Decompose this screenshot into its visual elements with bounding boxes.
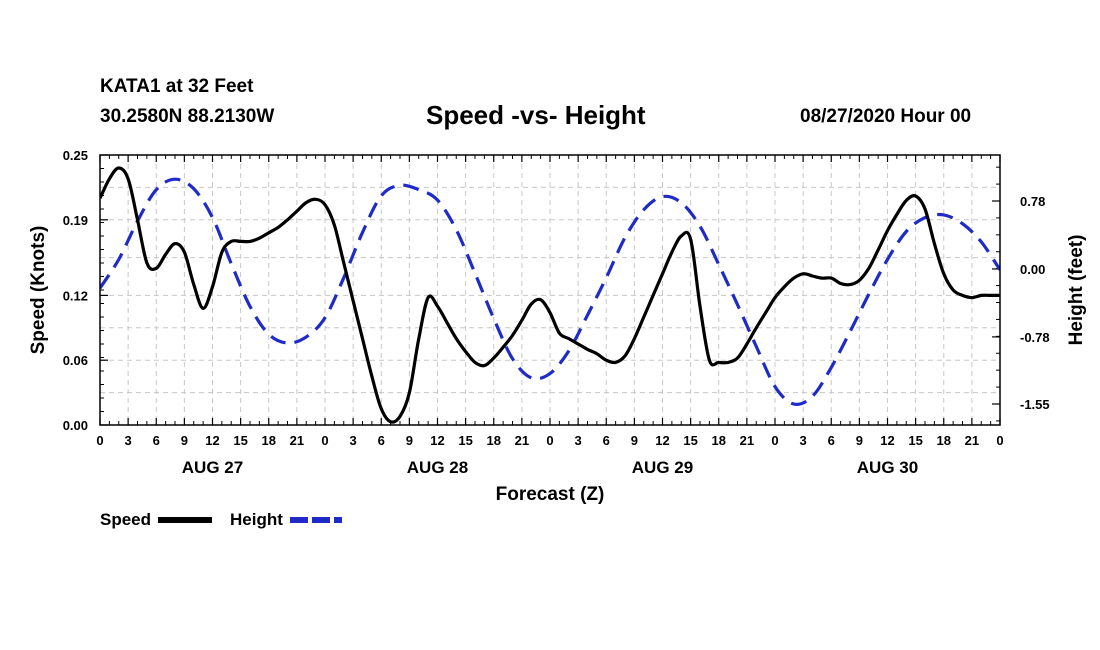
x-tick-label: 15 [233,433,247,448]
legend-label-height: Height [230,510,283,529]
plot-frame [99,154,1001,426]
x-tick-label: 0 [771,433,778,448]
x-axis-title: Forecast (Z) [496,484,605,505]
x-tick-label: 6 [153,433,160,448]
x-tick-label: 3 [350,433,357,448]
x-tick-label: 0 [96,433,103,448]
x-tick-label: 12 [655,433,669,448]
height-series-line [100,177,1000,406]
y2-tick-label: 0.78 [1020,194,1045,209]
y-tick-label: 0.06 [63,353,88,368]
x-tick-label: 12 [430,433,444,448]
x-tick-label: 0 [546,433,553,448]
x-tick-label: 18 [262,433,276,448]
x-tick-label: 15 [458,433,472,448]
tick-labels: 0 3 6 9 12 15 18 21 0 3 6 9 12 15 18 21 0 3 6 9 12 15 18 21 0 3 6 9… [63,148,1050,477]
x-tick-label: 3 [125,433,132,448]
x-tick-label: 15 [683,433,697,448]
legend-label-speed: Speed [100,510,151,529]
day-label: AUG 29 [632,458,693,477]
x-tick-label: 12 [880,433,894,448]
y2-tick-label: -0.78 [1020,330,1050,345]
day-label: AUG 30 [857,458,918,477]
x-tick-label: 15 [908,433,922,448]
x-tick-label: 21 [515,433,529,448]
x-tick-label: 18 [487,433,501,448]
x-tick-label: 6 [828,433,835,448]
x-tick-label: 6 [378,433,385,448]
x-tick-label: 18 [937,433,951,448]
x-tick-label: 21 [740,433,754,448]
series [100,166,1000,424]
y-tick-label: 0.19 [63,213,88,228]
y-tick-label: 0.00 [63,418,88,433]
x-tick-label: 3 [800,433,807,448]
y2-axis-title: Height (feet) [1066,235,1087,346]
y2-tick-label: 0.00 [1020,262,1045,277]
y2-tick-label: -1.55 [1020,397,1050,412]
x-tick-label: 9 [856,433,863,448]
y-tick-label: 0.12 [63,288,88,303]
speed-series-line [100,166,1000,424]
x-tick-label: 0 [321,433,328,448]
x-tick-label: 3 [575,433,582,448]
x-tick-label: 9 [181,433,188,448]
legend: Speed Height [100,510,342,529]
y-tick-label: 0.25 [63,148,88,163]
station-coordinates: 30.2580N 88.2130W [100,106,275,127]
x-tick-label: 21 [290,433,304,448]
x-tick-label: 0 [996,433,1003,448]
x-tick-label: 9 [406,433,413,448]
y-axis-title: Speed (Knots) [28,226,49,355]
day-label: AUG 28 [407,458,468,477]
x-tick-label: 12 [205,433,219,448]
x-tick-label: 6 [603,433,610,448]
chart-title: Speed -vs- Height [426,100,646,130]
grid [100,155,1000,425]
x-tick-label: 21 [965,433,979,448]
x-tick-label: 9 [631,433,638,448]
forecast-time: 08/27/2020 Hour 00 [800,106,972,127]
day-label: AUG 27 [182,458,243,477]
x-tick-label: 18 [712,433,726,448]
station-label: KATA1 at 32 Feet [100,76,254,97]
